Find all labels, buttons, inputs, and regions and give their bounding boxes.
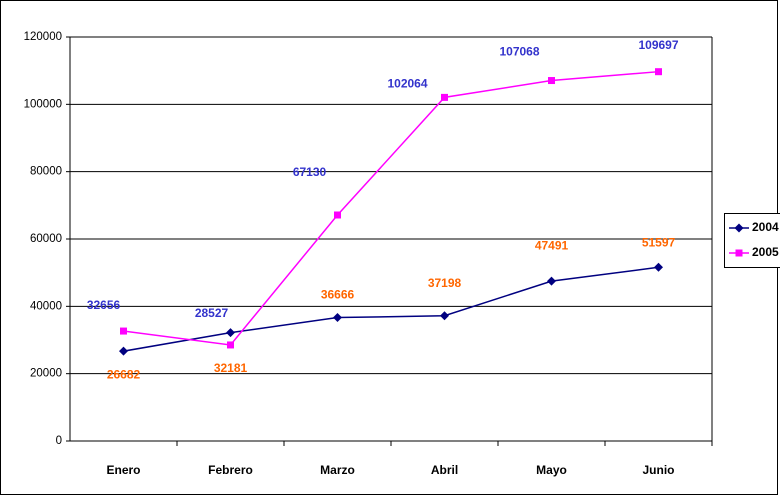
legend-label: 2004	[752, 220, 779, 234]
data-label: 37198	[428, 276, 462, 290]
data-label: 107068	[499, 45, 539, 59]
data-label: 32181	[214, 361, 248, 375]
data-label: 47491	[535, 238, 569, 252]
data-label: 26682	[107, 367, 141, 381]
point	[655, 68, 662, 76]
y-tick-label: 0	[56, 435, 62, 447]
point	[654, 262, 663, 272]
x-tick-label: Junio	[643, 463, 675, 477]
series-line	[123, 266, 659, 352]
point	[547, 276, 556, 286]
series-line	[123, 70, 659, 346]
x-tick-label: Enero	[106, 463, 140, 477]
point	[226, 328, 235, 338]
point	[120, 327, 127, 335]
data-label: 36666	[321, 288, 355, 302]
point	[441, 93, 448, 101]
x-tick-label: Marzo	[320, 463, 355, 477]
point	[119, 346, 128, 356]
x-tick-label: Febrero	[208, 463, 253, 477]
data-label: 32656	[87, 298, 121, 312]
point	[333, 313, 342, 323]
data-label: 67130	[293, 165, 327, 179]
point	[548, 77, 555, 85]
point	[227, 341, 234, 349]
data-label: 51597	[642, 235, 676, 249]
legend-label: 2005	[752, 245, 779, 259]
data-label: 28527	[195, 306, 229, 320]
y-tick-label: 20000	[30, 368, 62, 380]
y-tick-label: 120000	[24, 31, 62, 43]
x-tick-label: Mayo	[536, 463, 567, 477]
point	[334, 211, 341, 219]
y-tick-label: 100000	[24, 98, 62, 110]
y-tick-label: 40000	[30, 300, 62, 312]
point	[440, 311, 449, 321]
legend-box	[724, 213, 780, 268]
legend-marker	[735, 249, 743, 257]
x-tick-label: Abril	[431, 463, 458, 477]
y-tick-label: 60000	[30, 233, 62, 245]
data-label: 102064	[387, 77, 427, 91]
y-tick-label: 80000	[30, 166, 62, 178]
legend-marker	[734, 223, 744, 233]
data-label: 109697	[638, 38, 678, 52]
